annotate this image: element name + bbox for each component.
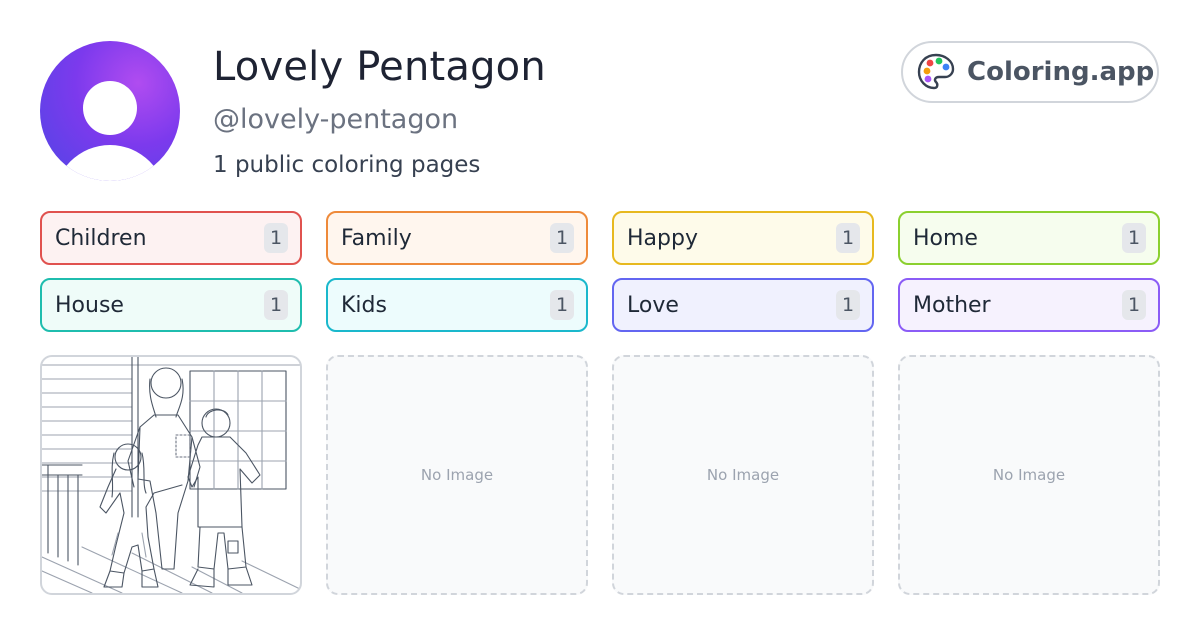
tag-mother[interactable]: Mother 1 (898, 278, 1160, 332)
avatar-body (54, 145, 166, 181)
tag-label: Love (627, 292, 679, 318)
avatar (40, 41, 180, 181)
brand-label: Coloring.app (967, 57, 1155, 87)
tag-count-badge: 1 (550, 290, 574, 320)
tag-love[interactable]: Love 1 (612, 278, 874, 332)
tag-label: Family (341, 225, 412, 251)
tag-happy[interactable]: Happy 1 (612, 211, 874, 265)
brand-button[interactable]: Coloring.app (901, 41, 1159, 103)
tag-label: Kids (341, 292, 387, 318)
tag-count-badge: 1 (264, 223, 288, 253)
tag-label: Happy (627, 225, 698, 251)
tag-label: Mother (913, 292, 991, 318)
avatar-head (83, 81, 137, 135)
tag-children[interactable]: Children 1 (40, 211, 302, 265)
tag-count-badge: 1 (264, 290, 288, 320)
tag-count-badge: 1 (836, 290, 860, 320)
no-image-label: No Image (420, 466, 494, 484)
tag-label: Children (55, 225, 147, 251)
tag-count-badge: 1 (1122, 290, 1146, 320)
tag-list: Children 1 Family 1 Happy 1 Home 1 House… (40, 211, 1160, 332)
coloring-page-card-empty[interactable]: No Image (326, 355, 588, 595)
coloring-page-card[interactable] (40, 355, 302, 595)
tag-count-badge: 1 (1122, 223, 1146, 253)
tag-label: Home (913, 225, 978, 251)
tag-family[interactable]: Family 1 (326, 211, 588, 265)
no-image-label: No Image (706, 466, 780, 484)
tag-label: House (55, 292, 124, 318)
profile-name: Lovely Pentagon (213, 44, 546, 90)
coloring-page-card-empty[interactable]: No Image (898, 355, 1160, 595)
tag-count-badge: 1 (550, 223, 574, 253)
no-image-label: No Image (992, 466, 1066, 484)
palette-icon (917, 53, 955, 90)
coloring-page-thumbnail (42, 357, 300, 593)
tag-kids[interactable]: Kids 1 (326, 278, 588, 332)
coloring-page-card-empty[interactable]: No Image (612, 355, 874, 595)
coloring-page-grid: No Image No Image No Image (40, 355, 1160, 595)
profile-page-count: 1 public coloring pages (213, 152, 481, 178)
tag-house[interactable]: House 1 (40, 278, 302, 332)
profile-handle: @lovely-pentagon (213, 104, 459, 135)
tag-home[interactable]: Home 1 (898, 211, 1160, 265)
tag-count-badge: 1 (836, 223, 860, 253)
